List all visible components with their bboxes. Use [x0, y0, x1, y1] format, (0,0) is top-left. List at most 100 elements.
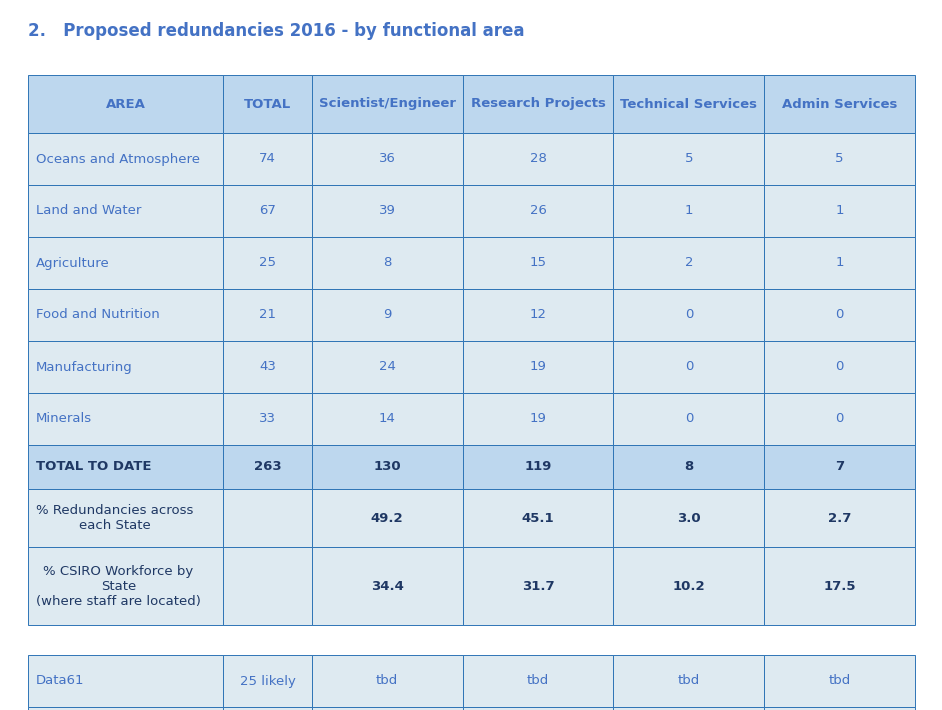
- Bar: [312, 707, 463, 710]
- Bar: [463, 237, 613, 289]
- Bar: [613, 393, 764, 445]
- Text: 263: 263: [253, 461, 282, 474]
- Bar: [223, 707, 312, 710]
- Text: 1: 1: [685, 204, 693, 217]
- Bar: [312, 237, 463, 289]
- Bar: [28, 185, 223, 237]
- Text: 10.2: 10.2: [673, 579, 706, 593]
- Text: 9: 9: [383, 309, 392, 322]
- Bar: [764, 75, 915, 133]
- Text: 43: 43: [259, 361, 276, 373]
- Bar: [613, 489, 764, 547]
- Bar: [28, 655, 223, 707]
- Text: 25: 25: [259, 256, 276, 270]
- Text: 2.7: 2.7: [828, 511, 852, 525]
- Bar: [312, 341, 463, 393]
- Text: Scientist/Engineer: Scientist/Engineer: [318, 97, 456, 111]
- Text: Agriculture: Agriculture: [36, 256, 110, 270]
- Text: 19: 19: [529, 413, 546, 425]
- Bar: [28, 707, 223, 710]
- Bar: [28, 237, 223, 289]
- Text: 8: 8: [684, 461, 693, 474]
- Text: tbd: tbd: [677, 674, 700, 687]
- Bar: [764, 237, 915, 289]
- Text: 36: 36: [379, 153, 396, 165]
- Bar: [764, 289, 915, 341]
- Bar: [28, 547, 223, 625]
- Bar: [312, 185, 463, 237]
- Bar: [613, 707, 764, 710]
- Bar: [613, 655, 764, 707]
- Text: 3.0: 3.0: [677, 511, 701, 525]
- Bar: [463, 655, 613, 707]
- Bar: [223, 341, 312, 393]
- Text: 1: 1: [836, 256, 844, 270]
- Bar: [764, 393, 915, 445]
- Text: 26: 26: [529, 204, 546, 217]
- Text: Land and Water: Land and Water: [36, 204, 141, 217]
- Bar: [463, 489, 613, 547]
- Bar: [223, 289, 312, 341]
- Bar: [223, 133, 312, 185]
- Bar: [223, 185, 312, 237]
- Bar: [28, 133, 223, 185]
- Text: tbd: tbd: [527, 674, 549, 687]
- Text: 0: 0: [836, 309, 844, 322]
- Bar: [463, 707, 613, 710]
- Text: 19: 19: [529, 361, 546, 373]
- Text: 31.7: 31.7: [522, 579, 554, 593]
- Bar: [28, 393, 223, 445]
- Bar: [463, 185, 613, 237]
- Bar: [28, 341, 223, 393]
- Text: 14: 14: [379, 413, 396, 425]
- Bar: [312, 445, 463, 489]
- Bar: [463, 289, 613, 341]
- Text: 24: 24: [379, 361, 396, 373]
- Text: 12: 12: [529, 309, 546, 322]
- Text: 119: 119: [525, 461, 552, 474]
- Text: 1: 1: [836, 204, 844, 217]
- Text: 5: 5: [836, 153, 844, 165]
- Bar: [312, 133, 463, 185]
- Bar: [764, 445, 915, 489]
- Text: 17.5: 17.5: [823, 579, 856, 593]
- Text: Technical Services: Technical Services: [621, 97, 757, 111]
- Text: 2: 2: [685, 256, 693, 270]
- Bar: [764, 185, 915, 237]
- Text: 0: 0: [685, 413, 693, 425]
- Bar: [463, 393, 613, 445]
- Bar: [463, 445, 613, 489]
- Text: TOTAL TO DATE: TOTAL TO DATE: [36, 461, 152, 474]
- Bar: [764, 133, 915, 185]
- Text: 2.   Proposed redundancies 2016 - by functional area: 2. Proposed redundancies 2016 - by funct…: [28, 22, 525, 40]
- Text: 25 likely: 25 likely: [239, 674, 296, 687]
- Text: Research Projects: Research Projects: [471, 97, 606, 111]
- Text: 74: 74: [259, 153, 276, 165]
- Bar: [223, 75, 312, 133]
- Bar: [28, 289, 223, 341]
- Bar: [764, 489, 915, 547]
- Text: 130: 130: [373, 461, 401, 474]
- Bar: [28, 75, 223, 133]
- Text: Data61: Data61: [36, 674, 85, 687]
- Text: 15: 15: [529, 256, 546, 270]
- Bar: [764, 655, 915, 707]
- Bar: [613, 341, 764, 393]
- Text: Manufacturing: Manufacturing: [36, 361, 133, 373]
- Bar: [223, 655, 312, 707]
- Text: Minerals: Minerals: [36, 413, 92, 425]
- Bar: [613, 133, 764, 185]
- Bar: [223, 237, 312, 289]
- Text: Admin Services: Admin Services: [782, 97, 898, 111]
- Text: 67: 67: [259, 204, 276, 217]
- Bar: [613, 445, 764, 489]
- Text: tbd: tbd: [828, 674, 851, 687]
- Text: TOTAL: TOTAL: [244, 97, 291, 111]
- Bar: [312, 75, 463, 133]
- Text: AREA: AREA: [106, 97, 145, 111]
- Text: % Redundancies across
each State: % Redundancies across each State: [36, 504, 193, 532]
- Bar: [312, 393, 463, 445]
- Text: 7: 7: [835, 461, 844, 474]
- Bar: [312, 547, 463, 625]
- Text: 0: 0: [836, 413, 844, 425]
